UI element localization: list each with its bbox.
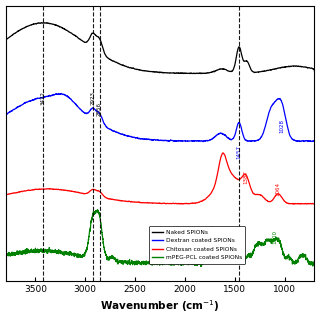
Text: 1387: 1387 [244,170,249,184]
Text: 1723: 1723 [210,224,215,238]
Text: 2856: 2856 [97,102,102,116]
Legend: Naked SPIONs, Dextran coated SPIONs, Chitosan coated SPIONs, mPEG-PCL coated SPI: Naked SPIONs, Dextran coated SPIONs, Chi… [149,226,245,264]
Text: 2923: 2923 [91,91,95,105]
Text: 1028: 1028 [279,119,284,133]
Text: 1064: 1064 [276,181,281,196]
Text: 3422: 3422 [41,91,46,105]
Text: 1100: 1100 [272,230,277,244]
Text: 1457: 1457 [236,145,242,159]
X-axis label: Wavenumber (cm$^{-1}$): Wavenumber (cm$^{-1}$) [100,299,220,315]
Text: 1623: 1623 [220,227,225,241]
